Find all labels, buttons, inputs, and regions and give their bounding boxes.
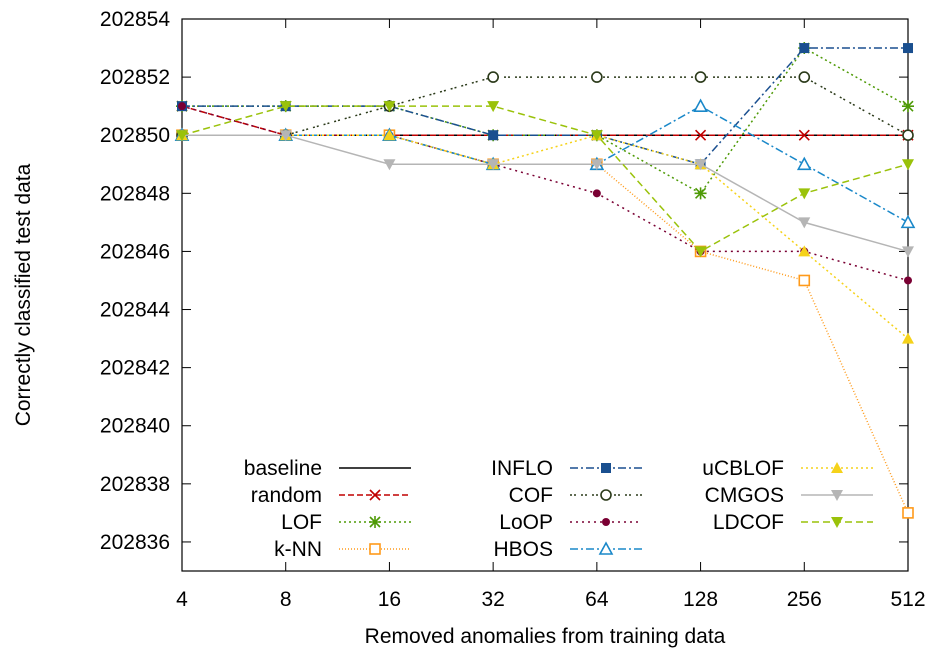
data-point-cof (694, 71, 707, 83)
x-tick-label: 8 (280, 588, 292, 611)
legend-label-baseline: baseline (244, 457, 322, 480)
data-point-cmgos (590, 159, 603, 171)
data-point-hbos (796, 156, 812, 171)
data-point-cof (487, 71, 499, 83)
data-point-inflo (799, 43, 810, 54)
x-tick-label: 64 (585, 588, 609, 611)
legend-label-inflo: INFLO (491, 457, 553, 480)
data-point-cmgos (487, 159, 500, 171)
data-point-loop (592, 189, 601, 198)
y-tick-label: 202838 (100, 473, 170, 496)
legend-marker-loop (602, 518, 610, 526)
legend-marker-random (369, 489, 381, 501)
data-point-inflo (903, 43, 913, 54)
y-axis-label: Correctly classified test data (12, 163, 35, 426)
x-tick-label: 256 (787, 588, 822, 611)
y-tick-label: 202840 (100, 415, 170, 438)
legend-label-lof: LOF (281, 511, 322, 534)
y-tick-label: 202852 (100, 66, 170, 89)
legend-marker-k-nn (369, 543, 381, 555)
data-point-ldcof (798, 188, 811, 200)
legend-marker-ldcof (831, 517, 843, 528)
legend-marker-inflo (601, 463, 611, 473)
series-line-cof (182, 76, 909, 136)
data-point-cof (591, 71, 603, 83)
series-layer (174, 42, 916, 519)
y-tick-label: 202848 (100, 182, 170, 205)
data-point-cmgos (902, 246, 914, 258)
series-cmgos (176, 130, 914, 258)
data-point-cof (902, 129, 914, 142)
x-tick-label: 32 (481, 588, 504, 611)
plot-frame (181, 18, 909, 572)
data-point-ucblof (798, 245, 811, 257)
y-tick-label: 202836 (100, 531, 170, 554)
data-point-cmgos (383, 159, 396, 171)
data-point-ucblof (902, 332, 914, 344)
series-line-ldcof (181, 105, 909, 253)
x-tick-label: 4 (176, 588, 188, 611)
data-point-cmgos (694, 159, 707, 171)
data-point-random (695, 129, 707, 141)
x-tick-label: 128 (683, 588, 718, 611)
legend-label-cof: COF (509, 484, 553, 507)
x-tick-label: 512 (890, 588, 925, 611)
series-line-hbos (182, 105, 909, 224)
series-line-cmgos (182, 134, 909, 253)
data-point-inflo (488, 130, 499, 141)
legend-label-loop: LoOP (499, 511, 553, 534)
y-tick-label: 202842 (100, 357, 170, 380)
legend-label-random: random (251, 484, 322, 507)
legend-marker-cmgos (831, 490, 843, 501)
y-tick-label: 202844 (100, 299, 170, 322)
legend-marker-cof (600, 489, 612, 501)
data-point-lof (694, 187, 707, 200)
data-point-hbos (693, 98, 708, 112)
data-point-loop (178, 102, 186, 111)
data-point-ldcof (590, 130, 603, 142)
data-point-ucblof (383, 129, 396, 141)
data-point-lof (902, 100, 914, 113)
series-line-inflo (182, 47, 908, 166)
data-point-loop (904, 276, 912, 285)
data-point-k-nn (902, 507, 914, 519)
series-line-ucblof (182, 134, 909, 340)
legend-label-ucblof: uCBLOF (702, 457, 784, 480)
data-point-ldcof (487, 101, 500, 113)
legend-label-hbos: HBOS (493, 538, 553, 561)
data-point-ldcof (694, 246, 707, 258)
legend-label-ldcof: LDCOF (713, 511, 784, 534)
data-point-cof (798, 71, 811, 83)
data-point-cmgos (798, 217, 811, 229)
data-point-cmgos (279, 130, 292, 142)
data-point-hbos (900, 214, 916, 229)
series-ldcof (176, 101, 914, 258)
legend-marker-lof (369, 516, 381, 528)
data-point-k-nn (798, 274, 811, 287)
legend-marker-ucblof (831, 462, 843, 473)
data-point-ldcof (279, 101, 292, 113)
x-tick-label: 16 (378, 588, 401, 611)
legend: baseline random LOF k-NN INFLO COF LoOP HBOS uCB… (244, 457, 873, 561)
data-point-ldcof (176, 130, 188, 142)
y-tick-label: 202854 (100, 8, 170, 31)
legend-label-k-nn: k-NN (274, 538, 322, 561)
legend-label-cmgos: CMGOS (705, 484, 784, 507)
data-point-ldcof (902, 159, 914, 171)
data-point-random (798, 129, 810, 141)
y-tick-label: 202850 (100, 124, 170, 147)
axis-ticks: 202836 202838 202840 202842 202844 202846 2028… (100, 8, 926, 611)
series-line-random (181, 105, 908, 136)
data-point-ldcof (383, 101, 396, 113)
legend-marker-hbos (598, 541, 614, 555)
y-tick-label: 202846 (100, 240, 170, 263)
x-axis-label: Removed anomalies from training data (365, 625, 726, 648)
series-line-loop (181, 105, 909, 282)
